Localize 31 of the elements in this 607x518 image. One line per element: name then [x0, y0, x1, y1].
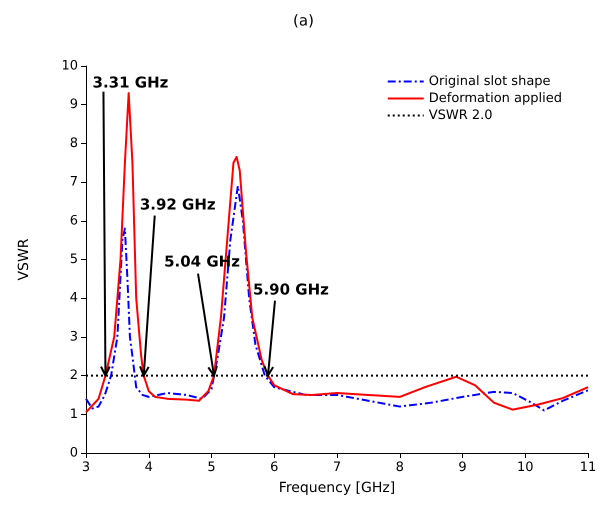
y-axis-title: VSWR — [16, 238, 32, 281]
x-tick-label: 9 — [458, 460, 467, 475]
y-tick-label: 2 — [70, 368, 78, 384]
x-tick-label: 3 — [82, 460, 90, 475]
y-tick-label: 0 — [70, 446, 78, 460]
legend-label: Deformation applied — [428, 91, 562, 106]
y-tick-label: 6 — [70, 213, 78, 228]
annotation: 3.31 GHz — [92, 74, 169, 92]
line-series — [85, 92, 589, 414]
chart-title: (a) — [293, 12, 314, 30]
y-tick-label: 8 — [70, 136, 78, 151]
y-tick-label: 9 — [70, 97, 78, 112]
y-tick-label: 7 — [70, 174, 78, 190]
x-tick-label: 4 — [144, 460, 153, 475]
y-tick-label: 10 — [61, 58, 78, 74]
legend-label: VSWR 2.0 — [428, 108, 493, 123]
legend-label: Original slot shape — [428, 74, 551, 89]
x-tick-label: 11 — [580, 460, 596, 475]
y-tick-label: 5 — [70, 252, 78, 267]
x-tick-label: 5 — [207, 460, 216, 475]
annotation: 5.90 GHz — [253, 280, 330, 299]
y-tick-label: 4 — [70, 290, 78, 306]
x-tick-label: 10 — [516, 460, 534, 475]
y-tick-label: 3 — [70, 329, 78, 344]
y-tick-label: 1 — [70, 406, 78, 422]
x-tick-label: 8 — [396, 460, 404, 475]
x-tick-label: 6 — [270, 460, 278, 475]
annotation: 3.92 GHz — [140, 196, 216, 214]
x-axis-title: Frequency [GHz] — [278, 480, 396, 496]
line-series — [85, 184, 589, 412]
x-tick-label: 7 — [332, 460, 342, 475]
